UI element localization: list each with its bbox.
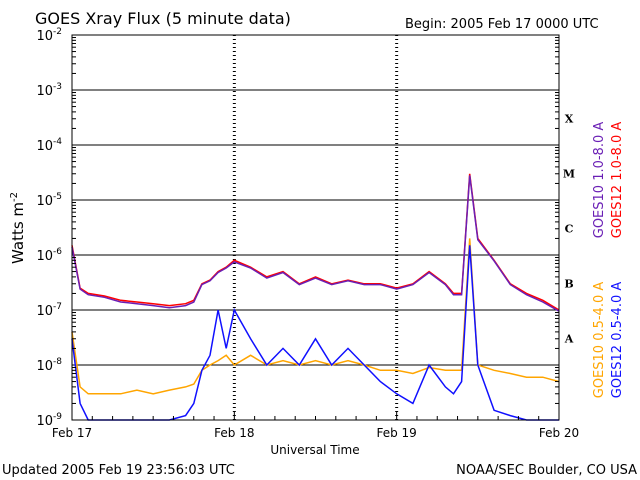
y-tick-base: 10	[36, 414, 53, 429]
y-tick-label: 10-3	[36, 82, 62, 99]
y-tick-label: 10-9	[36, 412, 62, 429]
x-tick-label: Feb 20	[539, 426, 579, 440]
y-tick-base: 10	[36, 139, 53, 154]
y-axis-ticks: 10-210-310-410-510-610-710-810-9	[36, 27, 559, 429]
y-axis-label: Watts m-2	[9, 192, 27, 264]
y-tick-base: 10	[36, 359, 53, 374]
y-tick-base: 10	[36, 304, 53, 319]
legend-entry: GOES10 1.0-8.0 A	[592, 122, 607, 239]
x-tick-label: Feb 19	[376, 426, 416, 440]
y-tick-base: 10	[36, 249, 53, 264]
grid-lines	[72, 34, 559, 421]
flare-class-label: C	[565, 223, 574, 236]
y-tick-exp: -8	[53, 357, 62, 367]
series-lines	[71, 173, 560, 421]
legend-entry: GOES12 0.5-4.0 A	[610, 282, 625, 399]
y-tick-label: 10-6	[36, 247, 62, 264]
y-tick-label: 10-7	[36, 302, 62, 319]
y-tick-exp: -7	[53, 302, 62, 312]
series-line	[71, 175, 560, 312]
plot-frame	[71, 34, 560, 421]
series-line	[71, 238, 560, 395]
x-axis-ticks: Feb 17 Feb 18 Feb 19 Feb 20	[52, 412, 579, 440]
y-tick-label: 10-2	[36, 27, 62, 44]
chart-title: GOES Xray Flux (5 minute data)	[35, 9, 291, 28]
y-tick-base: 10	[36, 29, 53, 44]
y-tick-exp: -4	[53, 137, 62, 147]
flare-class-labels: X M C B A	[563, 113, 575, 346]
x-tick-label: Feb 17	[52, 426, 92, 440]
y-axis-label-sup: -2	[9, 192, 20, 202]
x-tick-label: Feb 18	[214, 426, 254, 440]
flare-class-label: M	[563, 168, 575, 181]
footer-updated: Updated 2005 Feb 19 23:56:03 UTC	[2, 463, 235, 478]
y-tick-label: 10-8	[36, 357, 62, 374]
legend: GOES10 1.0-8.0 A GOES12 1.0-8.0 A GOES10 0…	[592, 122, 625, 399]
y-tick-base: 10	[36, 84, 53, 99]
legend-entry: GOES12 1.0-8.0 A	[610, 122, 625, 239]
y-tick-exp: -9	[53, 412, 62, 422]
legend-entry: GOES10 0.5-4.0 A	[592, 282, 607, 399]
footer-credit: NOAA/SEC Boulder, CO USA	[456, 463, 637, 478]
y-tick-exp: -6	[53, 247, 62, 257]
y-tick-label: 10-5	[36, 192, 62, 209]
flare-class-label: A	[564, 333, 574, 346]
y-axis-label-text: Watts m	[9, 202, 27, 264]
y-tick-label: 10-4	[36, 137, 62, 154]
flare-class-label: B	[564, 278, 573, 291]
x-axis-label: Universal Time	[270, 443, 359, 457]
flare-class-label: X	[565, 113, 574, 126]
y-tick-base: 10	[36, 194, 53, 209]
begin-label: Begin: 2005 Feb 17 0000 UTC	[405, 17, 599, 32]
y-tick-exp: -3	[53, 82, 62, 92]
y-tick-exp: -2	[53, 27, 62, 37]
y-tick-exp: -5	[53, 192, 62, 202]
series-line	[71, 245, 559, 421]
series-line	[71, 173, 560, 311]
